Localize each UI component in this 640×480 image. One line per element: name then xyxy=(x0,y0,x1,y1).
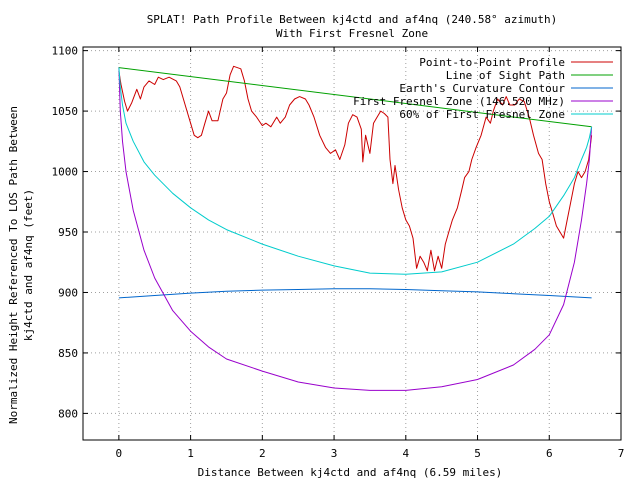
x-tick-label: 5 xyxy=(474,447,481,460)
x-tick-label: 1 xyxy=(187,447,194,460)
chart-subtitle: With First Fresnel Zone xyxy=(276,27,428,40)
x-axis-label: Distance Between kj4ctd and af4nq (6.59 … xyxy=(198,466,503,479)
legend-label-60-of-first-fresnel-zone: 60% of First Fresnel Zone xyxy=(399,108,565,121)
x-tick-label: 0 xyxy=(116,447,123,460)
ticks-layer: 0 1 2 3 4 5 6 7 800 850 900 950 1000 1050 1100 xyxy=(52,45,625,460)
series-line-line-of-sight-path xyxy=(118,67,592,128)
x-tick-label: 6 xyxy=(546,447,553,460)
x-tick-label: 3 xyxy=(331,447,338,460)
y-tick-label: 1000 xyxy=(52,166,79,179)
series-line-60-of-first-fresnel-zone xyxy=(118,67,593,275)
y-tick-label: 1100 xyxy=(52,45,79,58)
series-layer xyxy=(118,65,593,391)
y-tick-label: 850 xyxy=(58,347,78,360)
legend-label-line-of-sight-path: Line of Sight Path xyxy=(446,69,565,82)
y-axis-label-line1: Normalized Height Referenced To LOS Path… xyxy=(7,106,20,424)
y-tick-label: 950 xyxy=(58,226,78,239)
series-line-earth-s-curvature-contour xyxy=(118,288,592,299)
x-tick-label: 7 xyxy=(618,447,625,460)
chart-title: SPLAT! Path Profile Between kj4ctd and a… xyxy=(147,13,558,26)
series-line-point-to-point-profile xyxy=(118,65,593,272)
legend-label-first-fresnel-zone-146-520-mhz: First Fresnel Zone (146.520 MHz) xyxy=(353,95,565,108)
series-line-first-fresnel-zone-146-520-mhz xyxy=(118,67,593,391)
y-tick-label: 900 xyxy=(58,286,78,299)
plot-frame xyxy=(82,46,622,441)
x-tick-label: 2 xyxy=(259,447,266,460)
y-tick-label: 1050 xyxy=(52,105,79,118)
legend-label-earth-s-curvature-contour: Earth's Curvature Contour xyxy=(399,82,565,95)
x-tick-label: 4 xyxy=(402,447,409,460)
y-tick-label: 800 xyxy=(58,407,78,420)
legend-label-point-to-point-profile: Point-to-Point Profile xyxy=(419,56,565,69)
y-axis-label-line2: kj4ctd and af4nq (feet) xyxy=(22,189,35,341)
